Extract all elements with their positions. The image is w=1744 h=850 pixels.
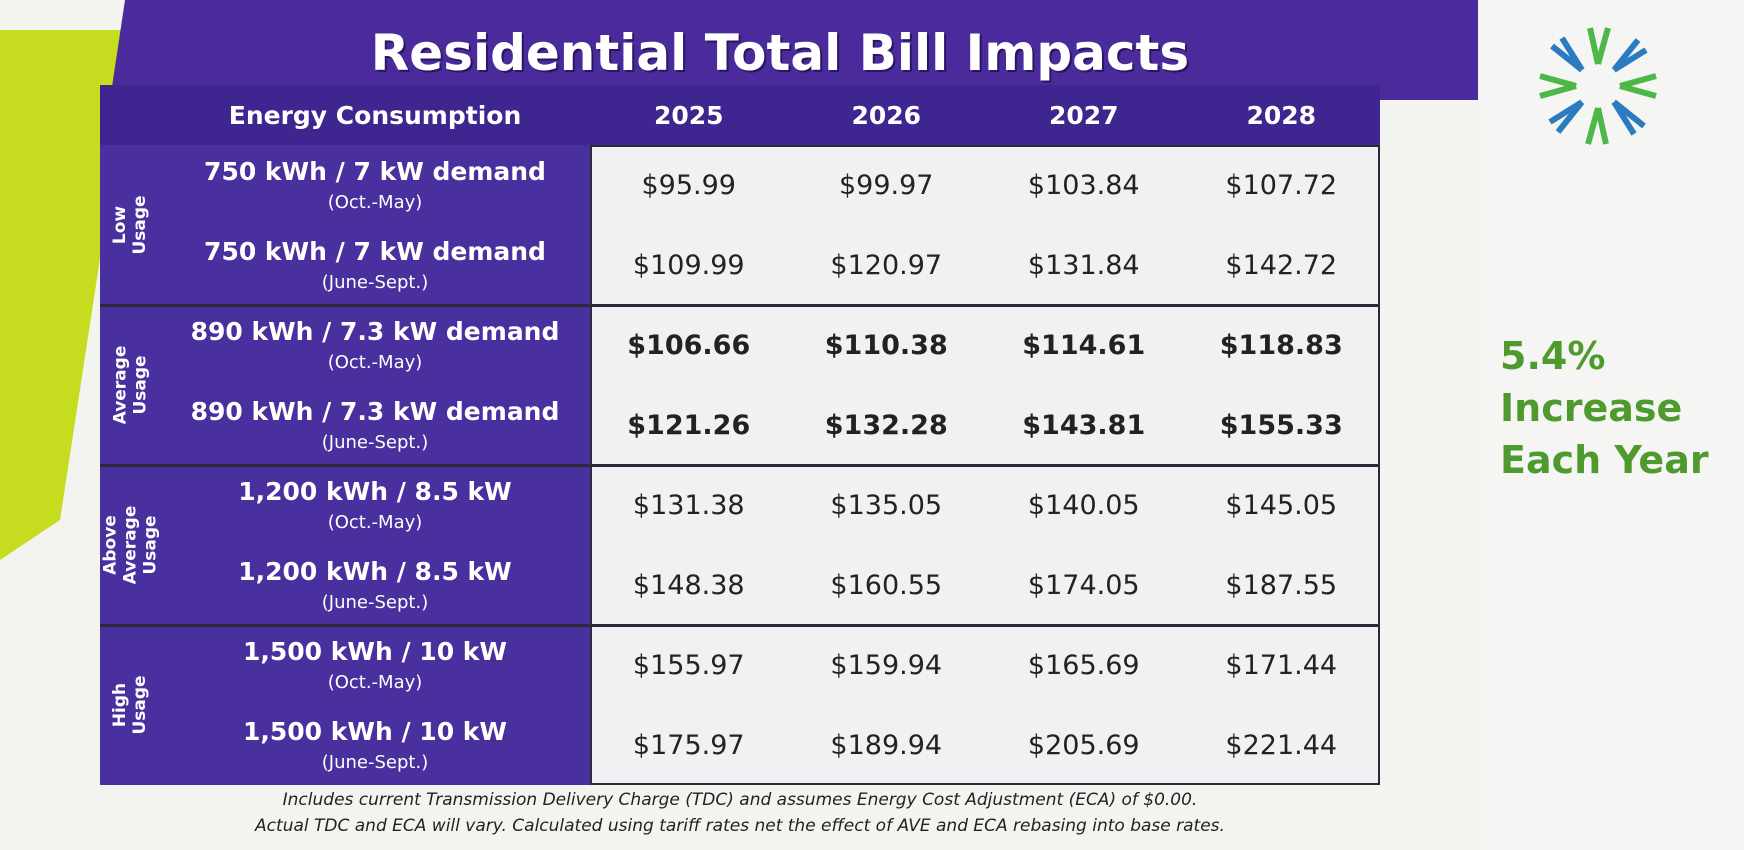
bill-value: $189.94	[830, 729, 943, 761]
period: (Oct.-May)	[327, 511, 423, 533]
bill-value: $159.94	[830, 649, 943, 681]
bill-value: $143.81	[1022, 409, 1146, 441]
consumption: 750 kWh / 7 kW demand	[204, 236, 546, 266]
group-label-box: Low Usage	[100, 145, 160, 305]
bill-value: $140.05	[1027, 489, 1140, 521]
bill-value: $118.83	[1219, 329, 1343, 361]
group-label-box: High Usage	[100, 625, 160, 785]
callout: 5.4% Increase Each Year	[1500, 330, 1730, 486]
bill-table: Energy Consumption 2025 2026 2027 2028 Low Us…	[100, 85, 1380, 785]
consumption: 890 kWh / 7.3 kW demand	[190, 316, 560, 346]
consumption: 1,200 kWh / 8.5 kW	[238, 476, 512, 506]
bill-value: $175.97	[632, 729, 745, 761]
bill-value: $110.38	[824, 329, 948, 361]
group-label-box: Average Usage	[100, 305, 160, 465]
period: (June-Sept.)	[321, 431, 429, 453]
callout-line: Each Year	[1500, 438, 1709, 482]
title-band	[110, 0, 1478, 100]
period: (Oct.-May)	[327, 191, 423, 213]
bill-value: $131.84	[1027, 249, 1140, 281]
consumption: 1,200 kWh / 8.5 kW	[238, 556, 512, 586]
bill-value: $135.05	[830, 489, 943, 521]
footnote-line: Includes current Transmission Delivery C…	[282, 790, 1198, 810]
bill-value: $221.44	[1225, 729, 1338, 761]
bill-value: $142.72	[1225, 249, 1338, 281]
bill-value: $114.61	[1022, 329, 1146, 361]
bill-value: $107.72	[1225, 169, 1338, 201]
callout-line: 5.4%	[1500, 334, 1606, 378]
bill-value: $95.99	[641, 169, 736, 201]
consumption: 1,500 kWh / 10 kW	[242, 716, 507, 746]
column-header: 2026	[851, 100, 922, 130]
period: (June-Sept.)	[321, 271, 429, 293]
bill-value: $109.99	[632, 249, 745, 281]
bill-value: $187.55	[1225, 569, 1338, 601]
bill-value: $160.55	[830, 569, 943, 601]
side-panel	[1478, 0, 1744, 850]
column-header: 2027	[1048, 100, 1119, 130]
bill-value: $155.97	[632, 649, 745, 681]
logo	[1539, 27, 1657, 145]
group-label-box: Above Average Usage	[100, 465, 160, 625]
bill-value: $106.66	[627, 329, 751, 361]
bill-value: $165.69	[1027, 649, 1140, 681]
bill-value: $132.28	[824, 409, 948, 441]
group-divider	[100, 304, 1380, 307]
consumption: 890 kWh / 7.3 kW demand	[190, 396, 560, 426]
period: (June-Sept.)	[321, 751, 429, 773]
bill-value: $155.33	[1219, 409, 1343, 441]
bill-value: $99.97	[839, 169, 934, 201]
consumption: 750 kWh / 7 kW demand	[204, 156, 546, 186]
column-header: Energy Consumption	[228, 100, 522, 130]
header-band	[100, 85, 1380, 145]
group-label: High Usage	[110, 675, 150, 735]
group-label: Low Usage	[110, 195, 150, 255]
column-header: 2028	[1246, 100, 1317, 130]
bill-value: $103.84	[1027, 169, 1140, 201]
bill-value: $131.38	[632, 489, 745, 521]
group-divider	[100, 624, 1380, 627]
footnote-line: Actual TDC and ECA will vary. Calculated…	[255, 816, 1225, 836]
group-label: Average Usage	[110, 345, 150, 425]
period: (Oct.-May)	[327, 351, 423, 373]
column-header: 2025	[653, 100, 724, 130]
group-label: Above Average Usage	[100, 505, 160, 585]
title: Residential Total Bill Impacts	[370, 24, 1190, 82]
bill-value: $174.05	[1027, 569, 1140, 601]
bill-value: $148.38	[632, 569, 745, 601]
bill-value: $120.97	[830, 249, 943, 281]
bill-value: $171.44	[1225, 649, 1338, 681]
bill-value: $205.69	[1027, 729, 1140, 761]
bill-value: $121.26	[627, 409, 751, 441]
callout-line: Increase	[1500, 386, 1683, 430]
consumption: 1,500 kWh / 10 kW	[242, 636, 507, 666]
bill-value: $145.05	[1225, 489, 1338, 521]
group-divider	[100, 464, 1380, 467]
period: (June-Sept.)	[321, 591, 429, 613]
period: (Oct.-May)	[327, 671, 423, 693]
